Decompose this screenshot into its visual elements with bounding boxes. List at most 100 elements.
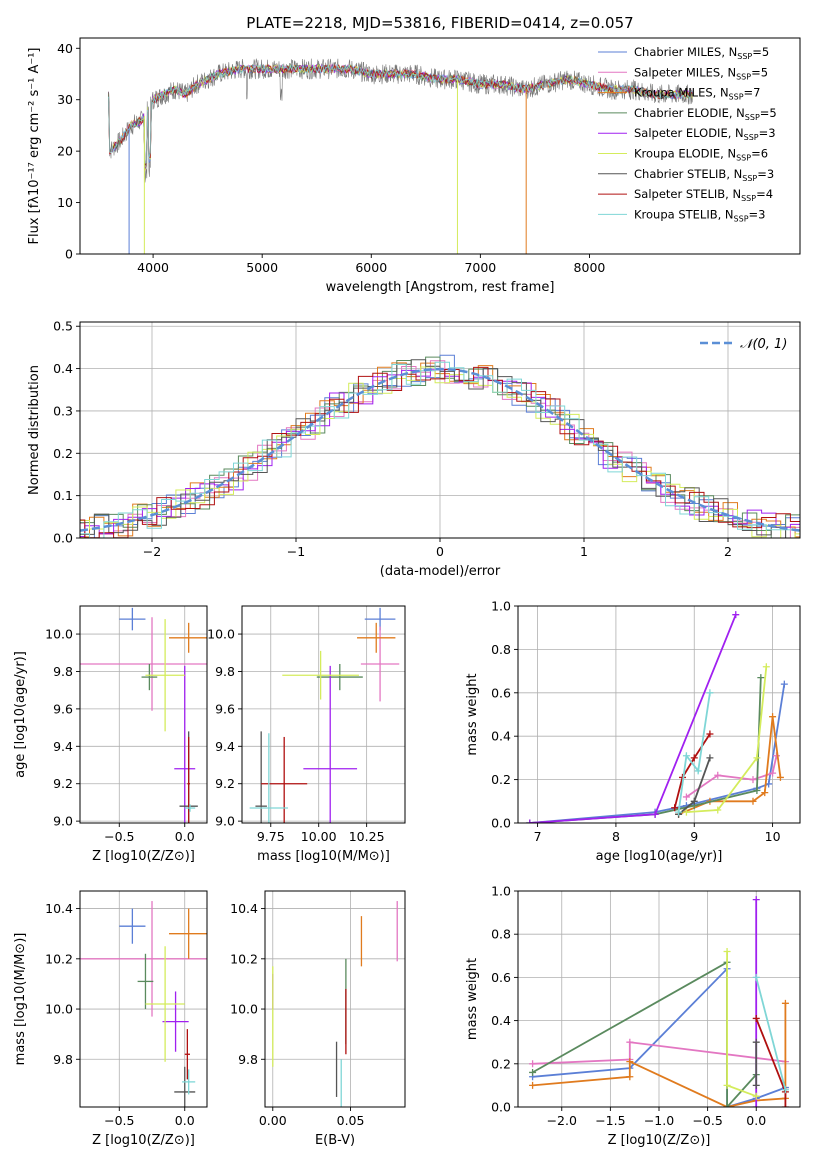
- y-tick-label: 30: [57, 92, 73, 107]
- y-tick-label: 0.2: [491, 772, 511, 787]
- y-tick-label: 10.2: [230, 951, 258, 966]
- x-axis-label: mass [log10(M/M⊙)]: [257, 849, 390, 864]
- mass-weight-line-chabrier-elodie: [532, 960, 757, 1107]
- x-tick-label: 5000: [246, 260, 278, 275]
- plot-area: [529, 896, 789, 1107]
- errorbar-chabrier-elodie: [137, 953, 154, 1010]
- legend-subscript: SSP: [742, 174, 757, 183]
- mass-weight-point: [529, 1060, 537, 1068]
- y-tick-label: 9.0: [215, 814, 235, 829]
- y-tick-label: 0.2: [53, 446, 73, 461]
- mass-weight-point: [780, 680, 788, 688]
- x-tick-label: 7: [534, 829, 542, 844]
- y-tick-label: 0.0: [53, 531, 73, 546]
- age-vs-metallicity-panel: −0.5 0.0 9.0 9.2 9.4 9.6 9.8 10.0 Z [log10(Z/Z⊙)…: [13, 605, 208, 864]
- mass-weight-point: [752, 1092, 760, 1100]
- legend-subscript: SSP: [729, 93, 744, 102]
- x-tick-label: −2: [143, 544, 161, 559]
- y-tick-label: 1.0: [491, 884, 511, 899]
- x-tick-label: 8: [612, 829, 620, 844]
- mass-weight-line-kroupa-elodie: [686, 666, 768, 813]
- x-tick-label: 0.0: [175, 1113, 195, 1128]
- y-tick-label: 9.8: [53, 664, 73, 679]
- mass-weight-vs-age-panel: 7 8 9 10 0.0 0.2 0.4 0.6 0.8 1.0 age [log10(age/yr…: [465, 599, 801, 864]
- x-tick-label: −1.5: [595, 1113, 625, 1128]
- mass-weight-line-kroupa-stelib: [677, 692, 711, 813]
- x-tick-label: 10.00: [301, 829, 337, 844]
- mass-weight-point: [723, 947, 731, 955]
- y-tick-label: 10.4: [230, 901, 258, 916]
- legend-value: =5: [751, 65, 768, 79]
- x-tick-label: −0.5: [692, 1113, 722, 1128]
- errorbar-chabrier-miles: [119, 908, 146, 944]
- legend-value: =5: [752, 45, 769, 59]
- x-tick-label: 7000: [464, 260, 496, 275]
- mass-weight-line-kroupa-stelib: [755, 977, 787, 1090]
- errorbar-kroupa-stelib: [184, 804, 196, 812]
- errorbar-kroupa-miles: [169, 908, 207, 959]
- errorbar-chabrier-miles: [119, 607, 146, 631]
- legend-label: Kroupa MILES, NSSP=7: [634, 86, 760, 102]
- mass-weight-point: [690, 754, 698, 762]
- legend-label: Salpeter ELODIE, NSSP=3: [634, 126, 776, 142]
- mass-weight-point: [671, 804, 679, 812]
- errorbar-chabrier-elodie: [141, 663, 158, 691]
- mass-weight-point: [752, 1014, 760, 1022]
- errorbar-kroupa-miles: [357, 622, 396, 653]
- x-tick-label: −0.5: [104, 829, 134, 844]
- x-axis-label: wavelength [Angstrom, rest frame]: [326, 280, 555, 295]
- mass-weight-point: [626, 1038, 634, 1046]
- axes-frame: [79, 37, 801, 255]
- mass-weight-point: [753, 786, 761, 794]
- residual-histogram-panel: −2 −1 0 1 2 0.0 0.1 0.2 0.3 0.4 0.5 (data-model)/er…: [27, 319, 801, 579]
- errorbar-kroupa-elodie: [145, 946, 185, 1062]
- y-tick-label: 0.6: [491, 970, 511, 985]
- mass-weight-point: [723, 1081, 731, 1089]
- y-tick-label: 10.0: [230, 1002, 258, 1017]
- legend-value: =3: [749, 207, 766, 221]
- y-tick-label: 0.4: [491, 729, 511, 744]
- legend-label: Chabrier MILES, NSSP=5: [634, 45, 769, 61]
- legend-value: =3: [757, 167, 774, 181]
- x-tick-label: 8000: [574, 260, 606, 275]
- x-tick-label: 0: [436, 544, 444, 559]
- y-tick-label: 40: [57, 41, 73, 56]
- x-tick-label: 9.75: [257, 829, 285, 844]
- plot-area: [80, 607, 207, 823]
- histogram-kroupa-stelib: [80, 361, 800, 538]
- y-tick-label: 9.6: [53, 701, 73, 716]
- legend-subscript: SSP: [744, 133, 759, 142]
- mass-weight-point: [749, 797, 757, 805]
- y-tick-label: 20: [57, 144, 73, 159]
- y-tick-label: 9.2: [215, 776, 235, 791]
- legend-label: Salpeter STELIB, NSSP=4: [634, 187, 773, 203]
- mass-weight-point: [626, 1073, 634, 1081]
- y-tick-label: 10: [57, 195, 73, 210]
- legend-subscript: SSP: [736, 72, 751, 81]
- legend-value: =3: [759, 126, 776, 140]
- legend-value: =7: [744, 86, 761, 100]
- x-tick-label: −2.0: [547, 1113, 577, 1128]
- y-axis-label: mass weight: [465, 958, 480, 1040]
- axes-frame: [79, 605, 208, 824]
- legend-subscript: SSP: [734, 214, 749, 223]
- y-tick-label: 0.4: [491, 1013, 511, 1028]
- y-tick-label: 1.0: [491, 599, 511, 614]
- mass-vs-metallicity-panel: −0.5 0.0 9.8 10.0 10.2 10.4 Z [log10(Z/Z⊙)] mas…: [13, 890, 208, 1148]
- x-tick-label: 0.05: [337, 1113, 365, 1128]
- x-tick-label: 9: [690, 829, 698, 844]
- mass-weight-point: [769, 769, 777, 777]
- errorbar-salpeter-elodie: [303, 665, 358, 823]
- mass-weight-point: [749, 776, 757, 784]
- mass-vs-extinction-panel: 0.00 0.05 9.8 10.0 10.2 10.4 E(B-V): [230, 890, 406, 1148]
- mass-weight-point: [714, 806, 722, 814]
- mass-weight-point: [781, 1086, 789, 1094]
- mass-weight-point: [732, 611, 740, 619]
- mass-weight-point: [753, 754, 761, 762]
- mass-weight-line-salpeter-elodie: [529, 614, 737, 823]
- mass-weight-point: [781, 1103, 789, 1107]
- histogram-salpeter-stelib: [80, 366, 800, 538]
- legend-label: Chabrier STELIB, NSSP=3: [634, 167, 774, 183]
- observed-spectrum: [108, 58, 694, 183]
- x-axis-label: Z [log10(Z/Z⊙)]: [92, 849, 195, 864]
